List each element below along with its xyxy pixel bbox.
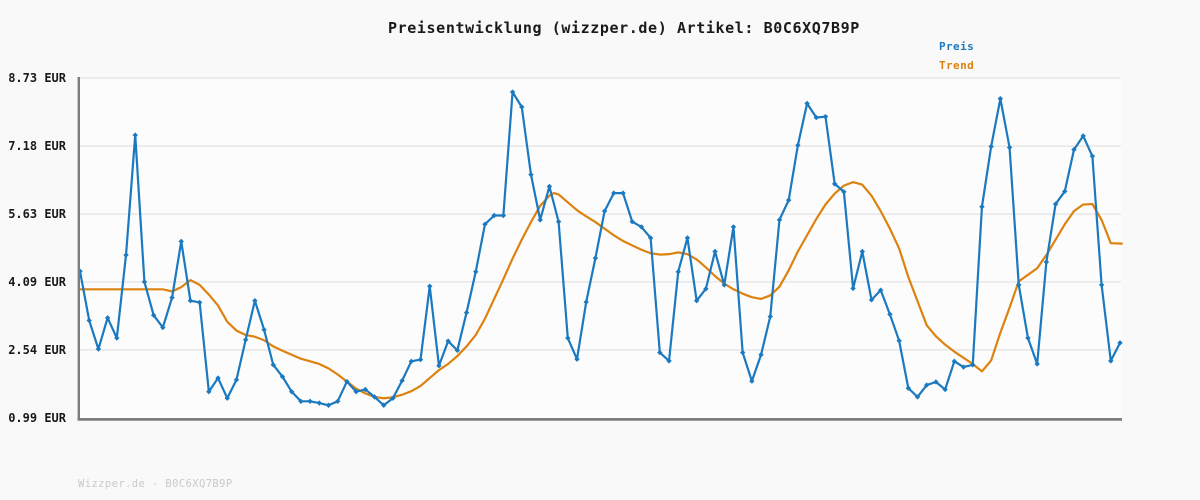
y-axis-tick-label: 4.09 EUR <box>8 275 66 289</box>
y-axis-tick-label: 0.99 EUR <box>8 411 66 425</box>
chart-title: Preisentwicklung (wizzper.de) Artikel: B… <box>388 19 860 37</box>
y-axis-tick-label: 7.18 EUR <box>8 139 66 153</box>
gridlines <box>79 77 1121 351</box>
legend-price-label: Preis <box>939 40 975 53</box>
plot-area <box>79 78 1122 419</box>
price-line <box>78 90 1122 407</box>
y-axis-tick-label: 2.54 EUR <box>8 343 66 357</box>
watermark: Wizzper.de - B0C6XQ7B9P <box>78 478 233 490</box>
y-axis-tick-label: 5.63 EUR <box>8 207 66 221</box>
y-axis-tick-label: 8.73 EUR <box>8 71 66 85</box>
trend-line <box>78 181 1123 400</box>
legend-trend-label: Trend <box>939 59 975 72</box>
